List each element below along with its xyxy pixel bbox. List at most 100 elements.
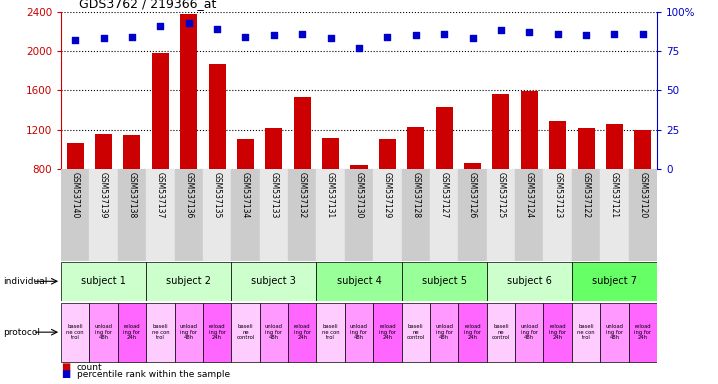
Text: reload
ing for
24h: reload ing for 24h [464, 324, 481, 341]
Bar [123, 134, 141, 169]
Text: GDS3762 / 219366_at: GDS3762 / 219366_at [79, 0, 216, 10]
Point [552, 30, 564, 36]
Text: GSM537138: GSM537138 [128, 172, 136, 218]
Text: GSM537134: GSM537134 [241, 172, 250, 218]
Text: GSM537123: GSM537123 [553, 172, 562, 218]
Text: baseli
ne con
trol: baseli ne con trol [66, 324, 84, 341]
Bar [118, 303, 146, 362]
Text: GSM537132: GSM537132 [298, 172, 307, 218]
Bar [606, 124, 623, 169]
Point [211, 26, 223, 32]
Point [325, 35, 336, 41]
Point [98, 35, 109, 41]
Bar [322, 139, 339, 169]
Bar [61, 303, 90, 362]
Text: GSM537125: GSM537125 [496, 172, 505, 218]
Point [268, 32, 279, 38]
Text: GSM537133: GSM537133 [269, 172, 279, 218]
Bar [288, 169, 317, 261]
Text: GSM537122: GSM537122 [582, 172, 590, 218]
Bar [317, 169, 345, 261]
Text: reload
ing for
24h: reload ing for 24h [634, 324, 651, 341]
Bar [487, 262, 572, 301]
Bar [174, 169, 203, 261]
Bar [373, 303, 401, 362]
Bar [146, 262, 231, 301]
Bar [521, 91, 538, 169]
Bar [493, 94, 509, 169]
Text: unload
ing for
48h: unload ing for 48h [350, 324, 368, 341]
Text: GSM537136: GSM537136 [185, 172, 193, 218]
Bar [544, 169, 572, 261]
Bar [634, 129, 651, 169]
Bar [401, 262, 487, 301]
Text: baseli
ne
control: baseli ne control [236, 324, 255, 341]
Text: GSM537127: GSM537127 [439, 172, 449, 218]
Text: GSM537120: GSM537120 [638, 172, 648, 218]
Bar [379, 139, 396, 169]
Bar [203, 303, 231, 362]
Point [382, 34, 393, 40]
Text: GSM537140: GSM537140 [70, 172, 80, 218]
Bar [577, 127, 595, 169]
Bar [458, 169, 487, 261]
Text: GSM537135: GSM537135 [213, 172, 222, 218]
Point [240, 34, 251, 40]
Text: baseli
ne
control: baseli ne control [406, 324, 425, 341]
Bar [151, 53, 169, 169]
Text: subject 3: subject 3 [251, 276, 297, 286]
Text: reload
ing for
24h: reload ing for 24h [208, 324, 225, 341]
Bar [266, 127, 282, 169]
Point [126, 34, 138, 40]
Text: count: count [77, 363, 103, 372]
Point [154, 23, 166, 29]
Bar [317, 303, 345, 362]
Bar [628, 169, 657, 261]
Text: protocol: protocol [4, 328, 41, 337]
Point [70, 37, 81, 43]
Bar [373, 169, 401, 261]
Text: percentile rank within the sample: percentile rank within the sample [77, 370, 230, 379]
Text: GSM537124: GSM537124 [525, 172, 533, 218]
Bar [146, 303, 174, 362]
Point [609, 30, 620, 36]
Text: individual: individual [4, 277, 48, 286]
Bar [350, 165, 368, 169]
Bar [203, 169, 231, 261]
Bar [180, 15, 197, 169]
Bar [345, 303, 373, 362]
Bar [174, 303, 203, 362]
Bar [572, 169, 600, 261]
Bar [628, 303, 657, 362]
Point [353, 45, 365, 51]
Text: ■: ■ [61, 369, 70, 379]
Bar [231, 303, 260, 362]
Bar [61, 169, 90, 261]
Bar [401, 303, 430, 362]
Bar [572, 262, 657, 301]
Point [439, 30, 450, 36]
Bar [430, 169, 458, 261]
Text: subject 4: subject 4 [337, 276, 381, 286]
Point [467, 35, 478, 41]
Text: GSM537121: GSM537121 [610, 172, 619, 218]
Point [580, 32, 592, 38]
Text: subject 2: subject 2 [167, 276, 211, 286]
Bar [464, 163, 481, 169]
Bar [90, 303, 118, 362]
Text: reload
ing for
24h: reload ing for 24h [123, 324, 141, 341]
Text: GSM537131: GSM537131 [326, 172, 335, 218]
Point [523, 29, 535, 35]
Text: unload
ing for
48h: unload ing for 48h [521, 324, 538, 341]
Bar [544, 303, 572, 362]
Text: unload
ing for
48h: unload ing for 48h [435, 324, 453, 341]
Text: subject 1: subject 1 [81, 276, 126, 286]
Bar [515, 303, 544, 362]
Text: reload
ing for
24h: reload ing for 24h [294, 324, 311, 341]
Bar [260, 303, 288, 362]
Point [495, 27, 507, 33]
Bar [430, 303, 458, 362]
Text: GSM537129: GSM537129 [383, 172, 392, 218]
Bar [146, 169, 174, 261]
Bar [67, 143, 84, 169]
